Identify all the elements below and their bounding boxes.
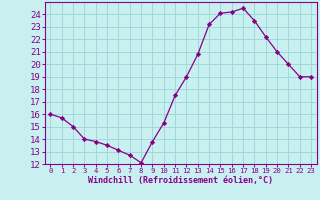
X-axis label: Windchill (Refroidissement éolien,°C): Windchill (Refroidissement éolien,°C) [88, 176, 273, 185]
